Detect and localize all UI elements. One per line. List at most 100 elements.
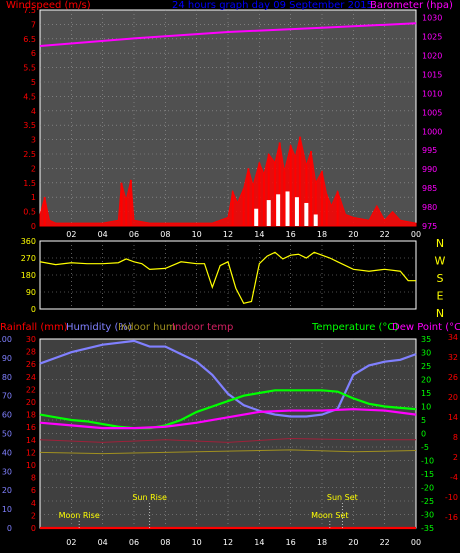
temperature-ticks: -35 -30 -25 -20 -15 -10 -5 0 5 10 15 20 25 30 35 (421, 335, 434, 533)
barometer-tick: 980 (422, 203, 437, 212)
temperature-tick: 0 (421, 430, 426, 439)
x-tick: 00 (411, 538, 421, 547)
x-tick: 04 (98, 538, 108, 547)
series-line (39, 449, 417, 455)
temperature-tick: 30 (421, 349, 431, 358)
humidity-tick: 50 (2, 430, 12, 439)
temperature-tick: -10 (421, 457, 434, 466)
x-tick: 22 (380, 538, 390, 547)
wind-direction-line (39, 251, 416, 305)
windspeed-tick: 2 (31, 164, 36, 173)
rainfall-tick: 4 (31, 499, 36, 508)
moon-set-label: Moon Set (311, 511, 348, 520)
barometer-tick: 975 (422, 222, 437, 231)
humidity-tick: 0 (7, 524, 12, 533)
x-tick: 02 (66, 230, 76, 239)
barometer-axis-label: Barometer (hpa) (370, 0, 453, 11)
barometer-tick: 1020 (422, 51, 442, 60)
windspeed-tick: 7.5 (23, 6, 36, 15)
compass-label: N (436, 307, 444, 320)
humidity-ticks: 0 10 20 30 40 50 60 70 80 90 100 (0, 335, 12, 533)
x-tick: 00 (411, 230, 421, 239)
rainfall-tick: 26 (26, 360, 36, 369)
series-line (39, 339, 417, 418)
rainfall-tick: 8 (31, 474, 36, 483)
indoor-tick: 14 (448, 413, 458, 422)
barometer-tick: 995 (422, 146, 437, 155)
windspeed-tick: 3.5 (23, 121, 36, 130)
direction-tick: 90 (26, 288, 36, 297)
barometer-tick: 1005 (422, 108, 442, 117)
rainfall-tick: 14 (26, 436, 36, 445)
rainfall-axis-label: Rainfall (mm) (0, 322, 68, 333)
temperature-tick: -30 (421, 511, 434, 520)
rainfall-tick: 16 (26, 423, 36, 432)
x-tick: 12 (223, 538, 233, 547)
x-tick: 16 (286, 538, 296, 547)
windspeed-tick: 1 (31, 193, 36, 202)
humidity-tick: 100 (0, 335, 12, 344)
x-tick: 10 (192, 538, 202, 547)
humidity-tick: 70 (2, 392, 12, 401)
x-tick: 04 (98, 230, 108, 239)
x-tick: 20 (348, 230, 358, 239)
rainfall-tick: 6 (31, 486, 36, 495)
sun-rise-label: Sun Rise (132, 493, 167, 502)
humidity-axis-label: Humidity (%) (66, 322, 132, 333)
rainfall-tick: 2 (31, 511, 36, 520)
direction-tick: 360 (21, 237, 36, 246)
series-line (39, 438, 416, 443)
x-tick: 12 (223, 230, 233, 239)
compass-label: S (437, 272, 444, 285)
temperature-tick: 20 (421, 376, 431, 385)
direction-grid (40, 241, 416, 309)
barometer-tick: 985 (422, 184, 437, 193)
windspeed-tick: 6.5 (23, 35, 36, 44)
humidity-tick: 80 (2, 373, 12, 382)
barometer-tick: 1015 (422, 70, 442, 79)
series-line (39, 408, 417, 430)
indoor-tick: -10 (445, 493, 458, 502)
humidity-tick: 40 (2, 448, 12, 457)
rainfall-tick: 20 (26, 398, 36, 407)
temperature-axis-label: Temperature (°C) (311, 322, 398, 333)
temperature-tick: -25 (421, 497, 434, 506)
temperature-tick: -15 (421, 470, 434, 479)
x-tick: 16 (286, 230, 296, 239)
direction-tick: 180 (21, 271, 36, 280)
indoor-temp-ticks: -16 -10 -4 2 8 14 20 26 32 34 (445, 333, 458, 522)
humidity-tick: 90 (2, 354, 12, 363)
barometer-tick: 1010 (422, 89, 442, 98)
temperature-tick: 25 (421, 362, 431, 371)
chart-title: 24 hours graph day 09 September 2015 (172, 0, 373, 11)
compass-label: E (437, 290, 444, 303)
humidity-tick: 20 (2, 486, 12, 495)
temperature-tick: 5 (421, 416, 426, 425)
x-tick: 22 (380, 230, 390, 239)
x-tick: 14 (254, 538, 264, 547)
x-tick: 08 (160, 538, 170, 547)
windspeed-tick: 2.5 (23, 150, 36, 159)
windspeed-axis-label: Windspeed (m/s) (6, 0, 91, 11)
temperature-tick: 10 (421, 403, 431, 412)
humidity-tick: 30 (2, 467, 12, 476)
humidity-tick: 60 (2, 411, 12, 420)
temp-humidity-series (39, 339, 417, 530)
temperature-tick: 15 (421, 389, 431, 398)
sun-set-label: Sun Set (327, 493, 358, 502)
x-tick: 06 (129, 538, 139, 547)
windspeed-tick: 6 (31, 49, 36, 58)
barometer-tick: 1025 (422, 33, 442, 42)
barometer-tick: 1000 (422, 127, 442, 136)
compass-label: N (436, 237, 444, 250)
direction-tick: 270 (21, 254, 36, 263)
indoor-tick: 34 (448, 333, 458, 342)
moon-rise-label: Moon Rise (59, 511, 100, 520)
barometer-line (39, 22, 417, 47)
windspeed-tick: 0 (31, 222, 36, 231)
windspeed-ticks: 0 0.5 1 1.5 2 2.5 3 3.5 4 4.5 5 5.5 6 6.5 7 7.5 (23, 6, 36, 231)
temperature-tick: -35 (421, 524, 434, 533)
x-tick: 18 (317, 538, 327, 547)
compass-label: W (435, 255, 446, 268)
